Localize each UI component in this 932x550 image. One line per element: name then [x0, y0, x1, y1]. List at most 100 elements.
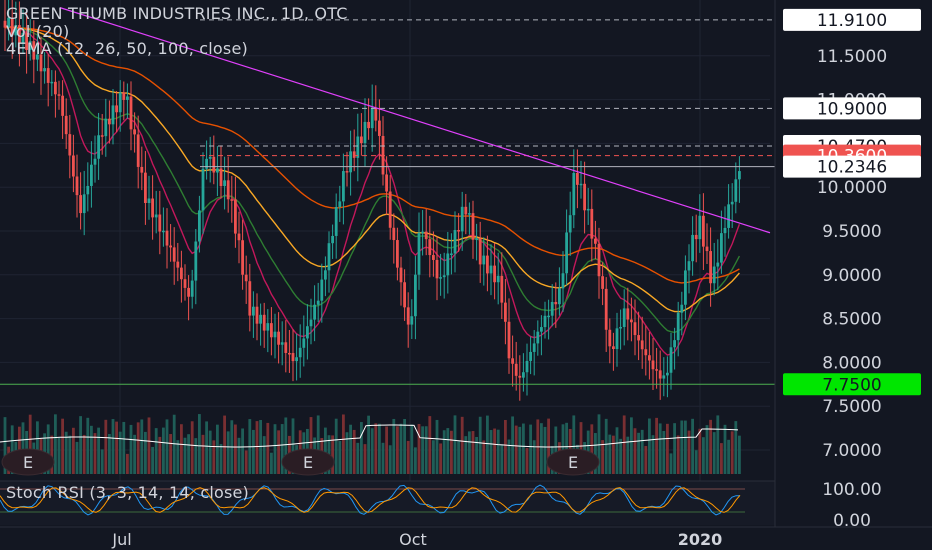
volume-bar	[446, 428, 450, 474]
volume-bar	[529, 424, 532, 474]
candle-body	[208, 156, 212, 159]
candle-body	[374, 107, 378, 121]
candle-body	[496, 275, 500, 283]
candle-body	[457, 230, 460, 232]
volume-bar	[518, 426, 522, 474]
volume-bar	[633, 428, 637, 474]
volume-bar	[680, 420, 684, 474]
price-tick-label: 11.5000	[817, 47, 887, 67]
candle-body	[298, 347, 302, 358]
volume-bar	[277, 430, 280, 474]
candle-body	[655, 369, 658, 371]
candle-body	[507, 321, 511, 359]
price-tag	[783, 8, 921, 31]
candle-body	[734, 179, 738, 202]
volume-bar	[252, 429, 255, 474]
candle-body	[342, 171, 345, 202]
volume-bar	[554, 426, 558, 474]
candle-body	[730, 201, 734, 205]
volume-bar	[702, 437, 705, 474]
volume-legend: Vol (20)	[6, 22, 70, 41]
candles	[3, 0, 741, 401]
candle-body	[428, 239, 432, 256]
candle-body	[136, 134, 140, 167]
volume-bar	[424, 426, 428, 474]
volume-bar	[684, 420, 687, 474]
volume-bar	[151, 446, 154, 474]
candle-body	[360, 136, 363, 144]
volume-bar	[738, 435, 741, 474]
candle-body	[241, 240, 244, 275]
volume-bar	[162, 427, 165, 474]
candle-body	[118, 92, 122, 113]
candle-body	[111, 105, 115, 125]
candle-body	[640, 340, 644, 350]
time-axis-background	[0, 527, 932, 550]
stoch-tick-label: 100.00	[822, 480, 881, 500]
volume-bar	[381, 442, 385, 474]
candle-body	[406, 307, 410, 325]
volume-bar	[158, 436, 162, 474]
volume-bar	[547, 418, 550, 474]
level-lines	[0, 19, 775, 385]
candle-body	[108, 118, 111, 125]
candle-body	[86, 185, 90, 195]
candle-body	[363, 121, 367, 144]
candle-body	[144, 172, 147, 204]
volume-bar	[334, 418, 338, 474]
candle-body	[43, 68, 46, 72]
candle-body	[705, 246, 709, 252]
volume-bar	[572, 415, 576, 474]
volume-bar	[370, 428, 374, 474]
candle-body	[453, 230, 457, 254]
volume-bar	[3, 417, 7, 474]
volume-bar	[316, 415, 320, 474]
candle-body	[565, 232, 568, 274]
ema-lines	[4, 25, 741, 356]
stoch-k-line	[0, 484, 740, 516]
candle-body	[421, 231, 424, 234]
volume-bar	[183, 437, 187, 474]
candle-body	[280, 342, 284, 345]
candle-body	[511, 358, 514, 364]
volume-bar	[500, 444, 504, 474]
candle-body	[399, 267, 403, 283]
volume-bar	[561, 424, 565, 474]
candle-body	[36, 54, 39, 60]
candle-body	[550, 301, 554, 316]
candle-body	[684, 270, 687, 305]
volume-bar	[687, 430, 691, 474]
volume-bar	[219, 443, 223, 474]
candle-body	[410, 316, 414, 325]
volume-bar	[565, 422, 568, 474]
volume-bar	[432, 440, 435, 474]
volume-bar	[190, 421, 194, 474]
volume-bar	[651, 435, 655, 474]
candle-body	[536, 331, 540, 344]
candle-body	[3, 20, 7, 28]
candle-body	[586, 208, 590, 211]
candle-body	[385, 174, 388, 192]
candle-body	[698, 215, 702, 240]
volume-bar	[140, 419, 144, 474]
volume-bar	[259, 420, 262, 474]
volume-bar	[619, 438, 622, 474]
time-tick-label: 2020	[678, 530, 723, 549]
ema-legend: 4EMA (12, 26, 50, 100, close)	[6, 39, 248, 58]
candle-body	[7, 17, 10, 28]
candle-body	[464, 206, 468, 215]
volume-bar	[90, 425, 93, 474]
candle-body	[93, 158, 97, 165]
volume-bar	[658, 423, 662, 474]
price-axis-background	[775, 0, 932, 550]
candle-body	[554, 301, 558, 305]
volume-bar	[241, 428, 244, 474]
candle-body	[543, 315, 547, 328]
candle-body	[388, 191, 392, 228]
volume-bar	[309, 417, 313, 474]
ema-26-line	[4, 26, 741, 334]
candle-body	[518, 375, 522, 378]
volume-bar	[349, 424, 352, 474]
volume-bar	[108, 434, 111, 474]
